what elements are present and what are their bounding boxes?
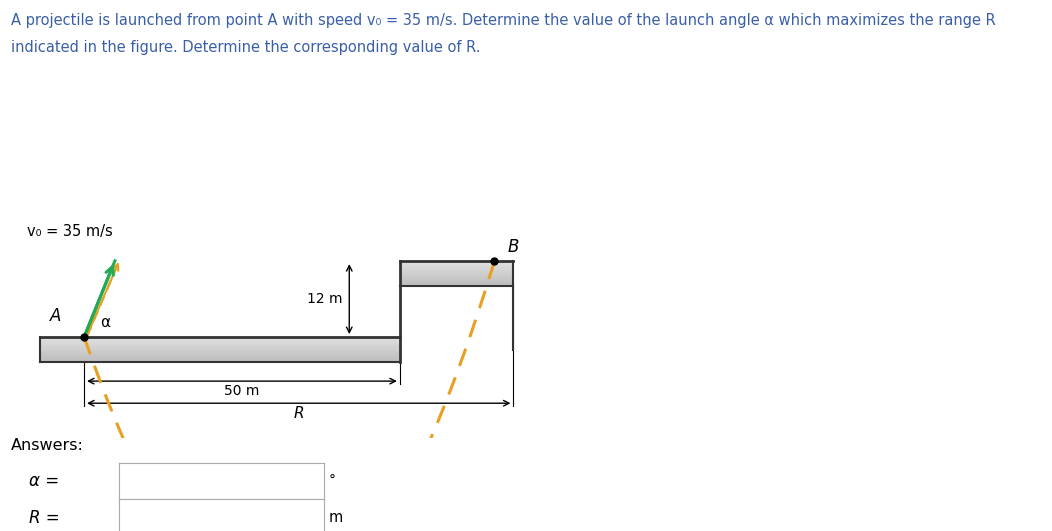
Text: Answers:: Answers: xyxy=(11,438,83,453)
Polygon shape xyxy=(400,263,513,264)
Text: m: m xyxy=(328,510,343,525)
Polygon shape xyxy=(400,283,513,284)
Text: °: ° xyxy=(328,474,336,487)
Polygon shape xyxy=(40,350,400,351)
Text: 12 m: 12 m xyxy=(307,292,343,306)
Polygon shape xyxy=(40,342,400,343)
Text: α =: α = xyxy=(29,472,60,490)
Text: v₀ = 35 m/s: v₀ = 35 m/s xyxy=(27,224,114,239)
Polygon shape xyxy=(400,278,513,279)
Polygon shape xyxy=(40,337,400,338)
Polygon shape xyxy=(40,361,400,362)
Polygon shape xyxy=(400,279,513,280)
Text: R: R xyxy=(294,406,304,422)
Polygon shape xyxy=(400,266,513,267)
Text: A projectile is launched from point A with speed v₀ = 35 m/s. Determine the valu: A projectile is launched from point A wi… xyxy=(11,13,995,28)
Polygon shape xyxy=(40,346,400,347)
Polygon shape xyxy=(400,275,513,276)
Polygon shape xyxy=(400,269,513,270)
Polygon shape xyxy=(40,338,400,339)
Text: R =: R = xyxy=(29,509,60,527)
Polygon shape xyxy=(400,264,513,266)
Polygon shape xyxy=(40,351,400,352)
Polygon shape xyxy=(400,282,513,283)
Text: 50 m: 50 m xyxy=(224,384,260,398)
Polygon shape xyxy=(40,356,400,357)
Polygon shape xyxy=(40,357,400,358)
Polygon shape xyxy=(40,343,400,344)
Polygon shape xyxy=(400,281,513,282)
Polygon shape xyxy=(40,348,400,349)
Polygon shape xyxy=(400,267,513,268)
Polygon shape xyxy=(40,354,400,355)
Polygon shape xyxy=(40,347,400,348)
Polygon shape xyxy=(40,340,400,341)
Text: i: i xyxy=(101,472,107,490)
Polygon shape xyxy=(40,349,400,350)
Polygon shape xyxy=(40,352,400,353)
Polygon shape xyxy=(40,358,400,359)
Text: indicated in the figure. Determine the corresponding value of R.: indicated in the figure. Determine the c… xyxy=(11,40,480,55)
Polygon shape xyxy=(40,345,400,346)
Polygon shape xyxy=(400,277,513,278)
Polygon shape xyxy=(400,270,513,271)
Polygon shape xyxy=(400,285,513,286)
Polygon shape xyxy=(400,274,513,275)
Polygon shape xyxy=(40,344,400,345)
Polygon shape xyxy=(400,261,513,262)
Polygon shape xyxy=(40,339,400,340)
Polygon shape xyxy=(40,355,400,356)
Polygon shape xyxy=(40,359,400,361)
Text: B: B xyxy=(507,238,519,256)
Polygon shape xyxy=(400,271,513,272)
Polygon shape xyxy=(40,353,400,354)
Polygon shape xyxy=(400,276,513,277)
Polygon shape xyxy=(400,272,513,273)
Text: α: α xyxy=(100,315,110,330)
Polygon shape xyxy=(400,262,513,263)
Polygon shape xyxy=(40,341,400,342)
Polygon shape xyxy=(400,284,513,285)
Polygon shape xyxy=(400,268,513,269)
Polygon shape xyxy=(400,280,513,281)
Text: A: A xyxy=(49,307,61,325)
Polygon shape xyxy=(400,273,513,274)
Text: i: i xyxy=(101,508,107,526)
